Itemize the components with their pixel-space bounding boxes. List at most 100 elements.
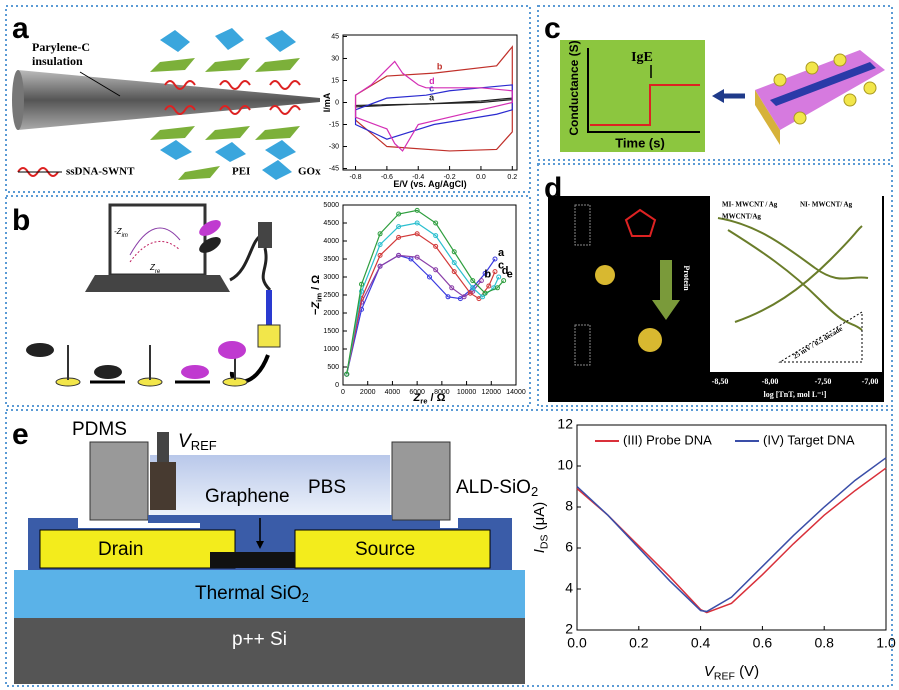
bacterium: [94, 365, 122, 379]
axis-title-sub: DS: [538, 535, 550, 550]
y-tick-label: 30: [331, 55, 339, 62]
y-tick-label: 15: [331, 77, 339, 84]
vref-label: VREF: [178, 431, 217, 453]
drain-label: Drain: [98, 539, 143, 560]
pei: [205, 58, 250, 72]
vref-wire: [157, 432, 169, 462]
series-label: b: [484, 269, 491, 281]
series-label: a: [498, 247, 505, 259]
x-tick-label: 12000: [482, 389, 502, 396]
axis-title: −Zim / Ω: [310, 275, 323, 315]
legend-label: MWCNT/Ag: [722, 213, 761, 221]
series-label: d: [429, 76, 435, 86]
y-tick-label: 5000: [323, 202, 339, 209]
axis-title-part: E/V (vs. Ag/AgCl): [393, 179, 466, 189]
bacterium: [218, 341, 246, 359]
ald-sub: 2: [531, 484, 538, 499]
legend-label: NI- MWCNT/ Ag: [800, 201, 853, 209]
protein: [864, 82, 876, 94]
legend-label: MI- MWCNT / Ag: [722, 201, 778, 209]
protein: [774, 74, 786, 86]
thermal-main: Thermal SiO: [195, 583, 302, 604]
x-tick-label: 4000: [385, 389, 401, 396]
figure: a Parylene-C insulation ssDNA-SWNT PEI G…: [0, 0, 899, 690]
axis-title-sub: im: [314, 293, 323, 302]
protein: [834, 54, 846, 66]
pei: [205, 126, 250, 140]
legend-label: (III) Probe DNA: [623, 432, 712, 447]
vref-electrode: [150, 462, 176, 510]
x-tick-label: 0.2: [629, 635, 649, 651]
cable: [263, 248, 270, 290]
axis-title-part: (μA): [531, 502, 548, 535]
axis-title-part: I/mA: [322, 92, 332, 112]
y-tick-label: 2: [565, 621, 573, 637]
series-line: [347, 210, 504, 374]
aptamer: [68, 345, 235, 380]
legend-label: PEI: [232, 166, 250, 178]
x-axis-label: Time (s): [615, 135, 665, 150]
thermal-label: Thermal SiO2: [195, 583, 309, 605]
gox: [265, 30, 296, 52]
pdms: [90, 442, 148, 520]
laptop-screen: [110, 205, 205, 275]
x-tick-label: -8,00: [762, 377, 779, 386]
axis-title: E/V (vs. Ag/AgCl): [393, 179, 466, 189]
y-tick-label: 4500: [323, 220, 339, 227]
gox: [265, 140, 296, 160]
x-tick-label: 0.4: [691, 635, 711, 651]
y-tick-label: 45: [331, 33, 339, 40]
x-tick-label: -0.8: [350, 174, 362, 181]
x-tick-label: -8,50: [712, 377, 729, 386]
series-line: [347, 234, 495, 374]
legend-gox: [262, 160, 292, 180]
pei: [255, 126, 300, 140]
well-bottom: [148, 515, 392, 523]
axis-title-part: (V): [735, 663, 759, 680]
x-tick-label: 0.2: [507, 174, 517, 181]
legend-label: (IV) Target DNA: [763, 432, 855, 447]
axis-title: IDS (μA): [531, 502, 550, 554]
protein: [806, 62, 818, 74]
insulation-label: Parylene-C: [32, 40, 90, 54]
screen-xlabel-sub: re: [155, 269, 161, 275]
si-layer: [14, 618, 525, 684]
x-tick-label: 10000: [457, 389, 477, 396]
protein: [595, 265, 615, 285]
x-tick-label: 14000: [506, 389, 526, 396]
y-tick-label: 2000: [323, 310, 339, 317]
page: {"panels":{ "a":{"label":"a","insulation…: [0, 0, 899, 690]
legend-pei: [178, 166, 220, 180]
series-line: [347, 223, 499, 374]
x-tick-label: -7,00: [862, 377, 879, 386]
y-tick-label: -45: [329, 165, 339, 172]
series-label: b: [437, 62, 443, 72]
electrode: [18, 70, 320, 130]
plot-frame: [577, 425, 886, 630]
bacterium: [26, 343, 54, 357]
axis-title: Zre / Ω: [412, 392, 445, 405]
probe: [266, 290, 272, 330]
y-tick-label: 500: [327, 364, 339, 371]
y-tick-label: 1500: [323, 328, 339, 335]
x-tick-label: -0.6: [381, 174, 393, 181]
protein: [638, 328, 662, 352]
x-tick-label: 1.0: [876, 635, 896, 651]
pei: [255, 58, 300, 72]
graphene-label: Graphene: [205, 486, 290, 507]
potentiostat: [258, 222, 272, 248]
series-label: e: [507, 269, 513, 281]
y-tick-label: 6: [565, 539, 573, 555]
legend-label: GOx: [298, 166, 321, 178]
graphene: [210, 552, 295, 568]
y-tick-label: -30: [329, 143, 339, 150]
annotation: IgE: [631, 50, 653, 65]
insulation-label: insulation: [32, 54, 83, 68]
bacterium: [181, 365, 209, 379]
si-label: p++ Si: [232, 629, 287, 650]
thermal-sub: 2: [302, 590, 309, 605]
gox: [160, 140, 192, 160]
y-axis-label: Conductance (S): [567, 40, 581, 135]
pbs-label: PBS: [308, 477, 346, 498]
x-tick-label: 2000: [360, 389, 376, 396]
